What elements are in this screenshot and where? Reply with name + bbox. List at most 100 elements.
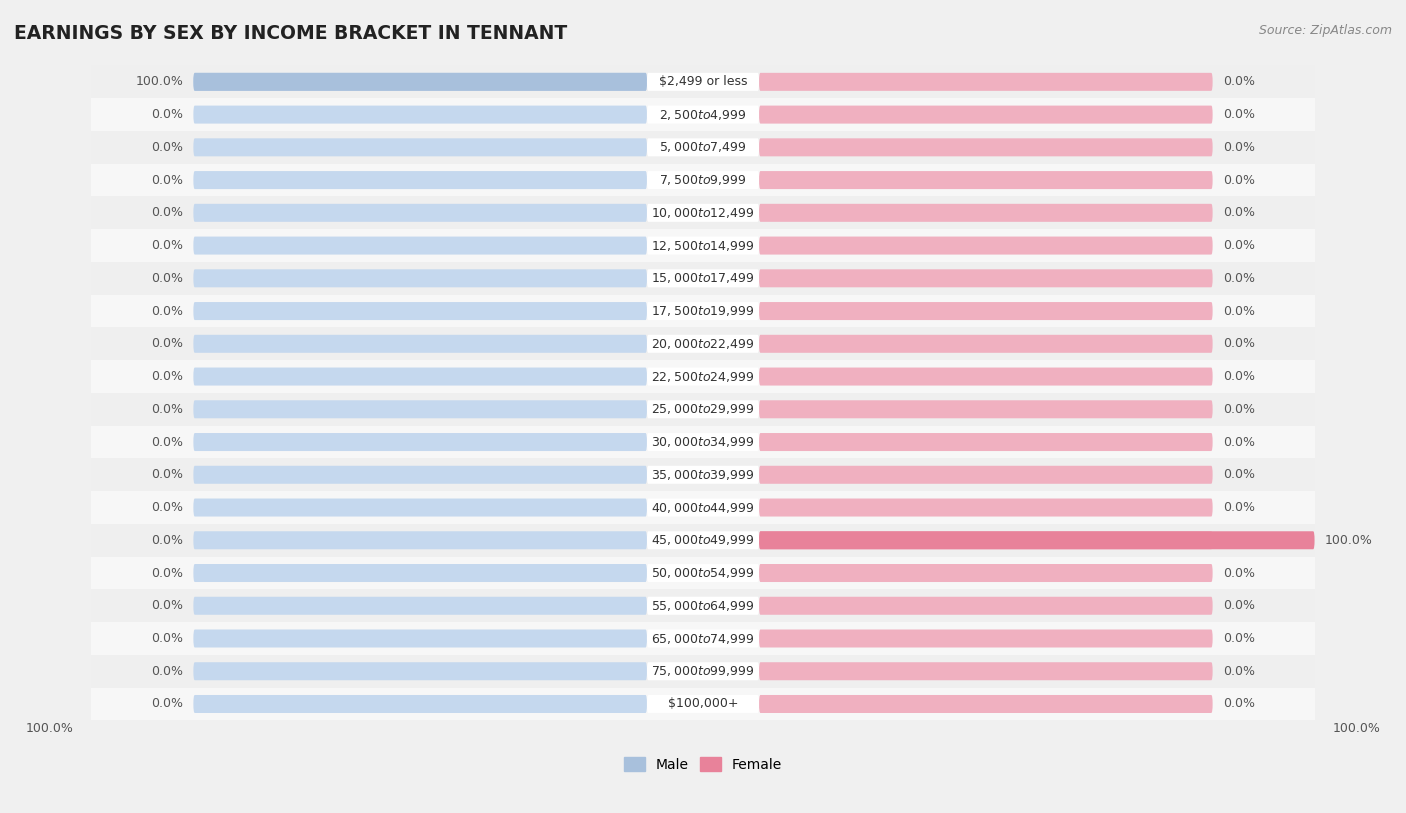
- Text: 0.0%: 0.0%: [1223, 174, 1254, 186]
- Legend: Male, Female: Male, Female: [619, 751, 787, 777]
- Bar: [91, 262, 1315, 294]
- FancyBboxPatch shape: [647, 171, 759, 189]
- FancyBboxPatch shape: [759, 629, 1212, 647]
- Text: 0.0%: 0.0%: [1223, 665, 1254, 678]
- Text: Source: ZipAtlas.com: Source: ZipAtlas.com: [1258, 24, 1392, 37]
- FancyBboxPatch shape: [759, 73, 1212, 91]
- Text: $12,500 to $14,999: $12,500 to $14,999: [651, 238, 755, 253]
- FancyBboxPatch shape: [194, 302, 647, 320]
- FancyBboxPatch shape: [647, 73, 759, 91]
- FancyBboxPatch shape: [647, 466, 759, 484]
- Bar: [91, 98, 1315, 131]
- Text: 0.0%: 0.0%: [152, 337, 183, 350]
- FancyBboxPatch shape: [194, 269, 647, 287]
- FancyBboxPatch shape: [194, 663, 647, 680]
- FancyBboxPatch shape: [194, 695, 647, 713]
- FancyBboxPatch shape: [759, 597, 1212, 615]
- FancyBboxPatch shape: [759, 138, 1212, 156]
- Bar: [91, 360, 1315, 393]
- Text: 0.0%: 0.0%: [152, 402, 183, 415]
- Text: 0.0%: 0.0%: [1223, 698, 1254, 711]
- FancyBboxPatch shape: [759, 695, 1212, 713]
- Text: $15,000 to $17,499: $15,000 to $17,499: [651, 272, 755, 285]
- Text: $65,000 to $74,999: $65,000 to $74,999: [651, 632, 755, 646]
- FancyBboxPatch shape: [759, 466, 1212, 484]
- Bar: [91, 426, 1315, 459]
- Bar: [91, 294, 1315, 328]
- FancyBboxPatch shape: [759, 531, 1315, 550]
- FancyBboxPatch shape: [647, 663, 759, 680]
- FancyBboxPatch shape: [759, 171, 1212, 189]
- FancyBboxPatch shape: [759, 204, 1212, 222]
- Text: 0.0%: 0.0%: [1223, 402, 1254, 415]
- Text: $100,000+: $100,000+: [668, 698, 738, 711]
- Text: 0.0%: 0.0%: [1223, 370, 1254, 383]
- Text: 0.0%: 0.0%: [1223, 207, 1254, 220]
- Text: 0.0%: 0.0%: [152, 501, 183, 514]
- Text: 100.0%: 100.0%: [135, 76, 183, 89]
- FancyBboxPatch shape: [759, 433, 1212, 451]
- Text: 0.0%: 0.0%: [152, 370, 183, 383]
- FancyBboxPatch shape: [759, 498, 1212, 516]
- FancyBboxPatch shape: [647, 564, 759, 582]
- FancyBboxPatch shape: [759, 663, 1212, 680]
- FancyBboxPatch shape: [759, 400, 1212, 419]
- FancyBboxPatch shape: [759, 367, 1212, 385]
- FancyBboxPatch shape: [194, 73, 647, 91]
- Text: $10,000 to $12,499: $10,000 to $12,499: [651, 206, 755, 220]
- FancyBboxPatch shape: [194, 564, 647, 582]
- Text: 0.0%: 0.0%: [1223, 305, 1254, 318]
- Text: $75,000 to $99,999: $75,000 to $99,999: [651, 664, 755, 678]
- FancyBboxPatch shape: [194, 73, 647, 91]
- Text: 100.0%: 100.0%: [1333, 722, 1381, 735]
- Bar: [91, 66, 1315, 98]
- FancyBboxPatch shape: [759, 237, 1212, 254]
- Text: $2,500 to $4,999: $2,500 to $4,999: [659, 107, 747, 122]
- Text: $50,000 to $54,999: $50,000 to $54,999: [651, 566, 755, 580]
- FancyBboxPatch shape: [647, 629, 759, 647]
- Text: $2,499 or less: $2,499 or less: [659, 76, 747, 89]
- Text: $55,000 to $64,999: $55,000 to $64,999: [651, 598, 755, 613]
- Text: 0.0%: 0.0%: [152, 567, 183, 580]
- Text: 0.0%: 0.0%: [1223, 141, 1254, 154]
- Text: 0.0%: 0.0%: [152, 436, 183, 449]
- Bar: [91, 524, 1315, 557]
- Text: 0.0%: 0.0%: [152, 305, 183, 318]
- Bar: [91, 328, 1315, 360]
- Text: EARNINGS BY SEX BY INCOME BRACKET IN TENNANT: EARNINGS BY SEX BY INCOME BRACKET IN TEN…: [14, 24, 567, 43]
- Text: 0.0%: 0.0%: [152, 141, 183, 154]
- Text: 0.0%: 0.0%: [152, 698, 183, 711]
- FancyBboxPatch shape: [194, 400, 647, 419]
- FancyBboxPatch shape: [759, 564, 1212, 582]
- Text: $35,000 to $39,999: $35,000 to $39,999: [651, 467, 755, 482]
- FancyBboxPatch shape: [194, 237, 647, 254]
- FancyBboxPatch shape: [194, 531, 647, 550]
- Text: $7,500 to $9,999: $7,500 to $9,999: [659, 173, 747, 187]
- FancyBboxPatch shape: [647, 269, 759, 287]
- FancyBboxPatch shape: [194, 597, 647, 615]
- FancyBboxPatch shape: [647, 367, 759, 385]
- FancyBboxPatch shape: [759, 302, 1212, 320]
- Text: 0.0%: 0.0%: [152, 239, 183, 252]
- Text: 0.0%: 0.0%: [152, 468, 183, 481]
- Text: $5,000 to $7,499: $5,000 to $7,499: [659, 141, 747, 154]
- FancyBboxPatch shape: [759, 269, 1212, 287]
- FancyBboxPatch shape: [647, 302, 759, 320]
- Text: 0.0%: 0.0%: [152, 534, 183, 547]
- Text: $40,000 to $44,999: $40,000 to $44,999: [651, 501, 755, 515]
- Text: 0.0%: 0.0%: [152, 207, 183, 220]
- Text: 0.0%: 0.0%: [152, 272, 183, 285]
- FancyBboxPatch shape: [759, 106, 1212, 124]
- Bar: [91, 197, 1315, 229]
- Text: 0.0%: 0.0%: [1223, 599, 1254, 612]
- Bar: [91, 491, 1315, 524]
- FancyBboxPatch shape: [194, 498, 647, 516]
- Bar: [91, 622, 1315, 655]
- Text: $17,500 to $19,999: $17,500 to $19,999: [651, 304, 755, 318]
- Bar: [91, 589, 1315, 622]
- Text: 100.0%: 100.0%: [1324, 534, 1372, 547]
- FancyBboxPatch shape: [194, 466, 647, 484]
- FancyBboxPatch shape: [647, 237, 759, 254]
- Bar: [91, 131, 1315, 163]
- FancyBboxPatch shape: [647, 204, 759, 222]
